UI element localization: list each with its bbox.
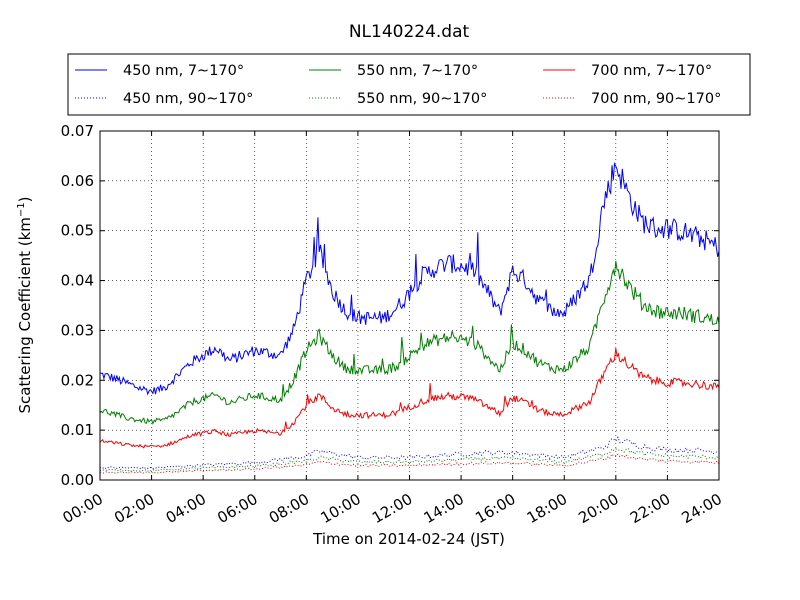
legend-label: 550 nm, 90∼170° bbox=[357, 91, 487, 107]
y-tick-label: 0.04 bbox=[61, 272, 94, 290]
y-axis-label: Scattering Coefficient (km−1) bbox=[16, 196, 34, 413]
x-tick-label: 24:00 bbox=[679, 490, 725, 527]
legend-label: 550 nm, 7∼170° bbox=[357, 63, 478, 79]
y-tick-label: 0.03 bbox=[61, 321, 94, 339]
y-axis-label-exponent: −1 bbox=[16, 202, 27, 217]
x-tick-label: 06:00 bbox=[214, 490, 260, 527]
y-tick-label: 0.01 bbox=[61, 421, 94, 439]
series-line-2 bbox=[99, 436, 720, 470]
x-tick-label: 16:00 bbox=[472, 490, 518, 527]
ticks: 00:00 02:00 04:00 06:00 08:00 10:00 12:00 14:00… bbox=[60, 122, 725, 527]
y-tick-label: 0.06 bbox=[61, 172, 94, 190]
x-tick-label: 08:00 bbox=[266, 490, 312, 527]
legend-label: 700 nm, 90∼170° bbox=[591, 91, 721, 107]
x-tick-label: 02:00 bbox=[111, 490, 157, 527]
y-tick-label: 0.05 bbox=[61, 222, 94, 240]
x-tick-label: 12:00 bbox=[369, 490, 415, 527]
series-line-6 bbox=[99, 453, 720, 474]
series-line-5 bbox=[99, 348, 720, 449]
x-tick-label: 18:00 bbox=[524, 490, 570, 527]
x-tick-label: 10:00 bbox=[317, 490, 363, 527]
x-tick-label: 20:00 bbox=[575, 490, 621, 527]
y-tick-label: 0.00 bbox=[61, 471, 94, 489]
x-tick-label: 22:00 bbox=[627, 490, 673, 527]
legend-label: 700 nm, 7∼170° bbox=[591, 63, 712, 79]
series-line-3 bbox=[99, 260, 720, 426]
y-axis-label-text: Scattering Coefficient (km bbox=[16, 217, 34, 413]
series-line-4 bbox=[99, 447, 720, 472]
series-line-1 bbox=[99, 162, 720, 396]
x-tick-label: 04:00 bbox=[163, 490, 209, 527]
legend-box bbox=[67, 53, 751, 116]
legend-label: 450 nm, 90∼170° bbox=[123, 91, 253, 107]
x-tick-label: 00:00 bbox=[60, 490, 106, 527]
x-axis-label: Time on 2014-02-24 (JST) bbox=[312, 530, 505, 548]
y-tick-label: 0.02 bbox=[61, 371, 94, 389]
x-tick-label: 14:00 bbox=[421, 490, 467, 527]
y-tick-label: 0.07 bbox=[61, 122, 94, 140]
legend-label: 450 nm, 7∼170° bbox=[123, 63, 244, 79]
series-layer bbox=[99, 162, 720, 474]
legend: 450 nm, 7∼170° 450 nm, 90∼170° 550 nm, 7∼1… bbox=[67, 53, 751, 116]
chart-title: NL140224.dat bbox=[349, 22, 470, 42]
y-axis-label-close: ) bbox=[16, 196, 34, 202]
